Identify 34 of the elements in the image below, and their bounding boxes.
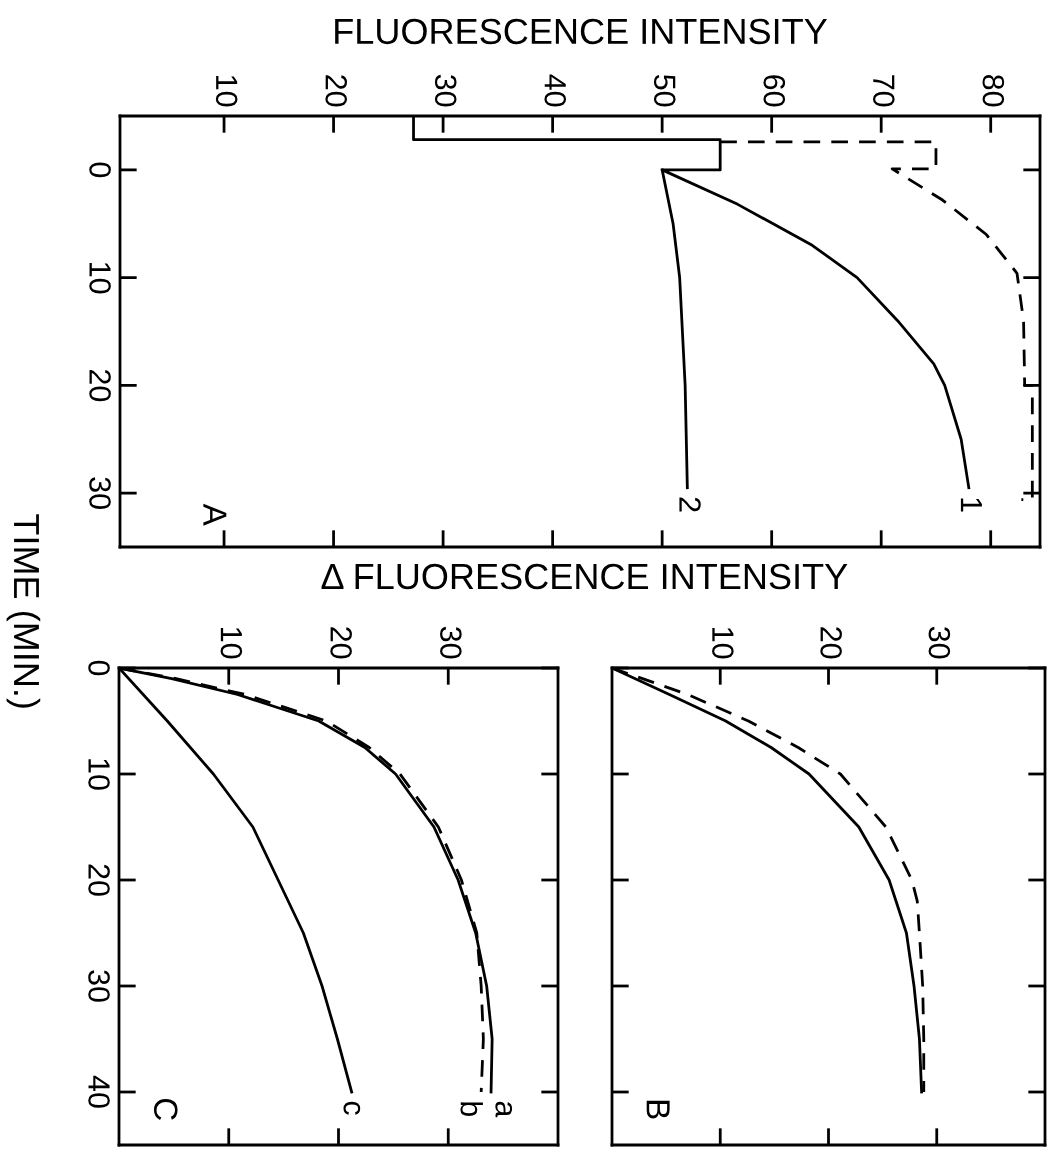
annotation: C: [153, 1098, 178, 1120]
text: b: [460, 1102, 483, 1117]
y-tick-label: 30: [88, 970, 110, 1002]
y-tick-label: 30: [89, 477, 111, 509]
x-tick-label: 10: [220, 628, 243, 659]
x-axis-title: FLUORESCENCE INTENSITY: [335, 18, 827, 45]
x-tick-label: 10: [712, 628, 734, 659]
x-tick-label: 70: [872, 75, 895, 107]
legend-label: 1: [960, 498, 982, 512]
x-tick-label: 50: [653, 74, 676, 107]
x-axis-title: Δ FLUORESCENCE INTENSITY: [321, 563, 848, 590]
y-axis-title: TIME (MIN.): [6, 514, 41, 708]
y-tick-label: 40: [88, 1075, 110, 1108]
y-tick-label: 20: [89, 369, 111, 402]
x-tick-label: 30: [440, 626, 462, 659]
y-tick-label: 10: [88, 759, 110, 790]
y-tick-label: 10: [89, 262, 111, 294]
annotation: A: [203, 503, 227, 526]
text: 2: [679, 497, 701, 512]
annotation: B: [646, 1100, 670, 1119]
x-tick-label: 20: [330, 627, 352, 659]
x-tick-label: 30: [928, 626, 951, 659]
y-tick-label: 20: [88, 864, 110, 896]
y-tick-label: 0: [89, 162, 111, 178]
x-tick-label: 20: [820, 627, 842, 659]
legend-label: a: [495, 1101, 513, 1118]
x-tick-label: 60: [763, 75, 786, 107]
y-tick-label: 0: [88, 660, 110, 676]
x-tick-label: 80: [982, 75, 1005, 107]
text: c: [343, 1101, 361, 1115]
x-tick-label: 30: [434, 74, 457, 107]
x-tick-label: 10: [215, 76, 238, 107]
x-tick-label: 20: [325, 75, 348, 107]
x-tick-label: 40: [544, 74, 567, 107]
